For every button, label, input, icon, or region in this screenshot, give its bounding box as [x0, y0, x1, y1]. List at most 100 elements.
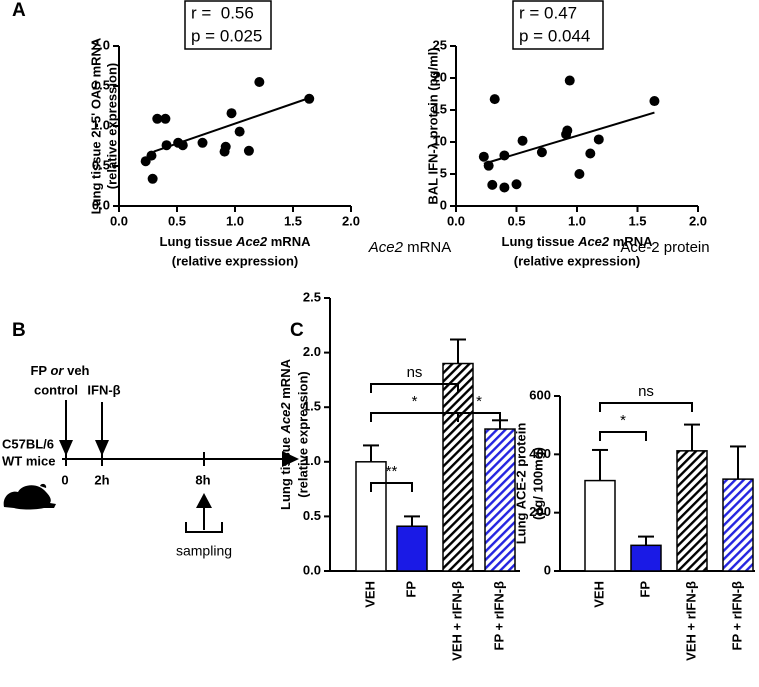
x-tick-label: VEH	[591, 581, 606, 608]
label-part: Ace2	[278, 402, 293, 435]
y-tick-label: 25	[433, 37, 447, 52]
label-part: veh	[63, 363, 89, 378]
point	[489, 94, 500, 105]
bar	[355, 461, 387, 572]
y-tick-label: 2.5	[303, 289, 321, 304]
timeline-label: FP or veh	[30, 363, 89, 378]
point	[220, 141, 231, 152]
point	[177, 140, 188, 151]
label-part: Ace2	[235, 234, 268, 249]
point	[147, 173, 158, 184]
point	[483, 160, 494, 171]
arrowhead	[196, 493, 212, 508]
panel-label: A	[12, 0, 26, 21]
label-part: mRNA	[278, 358, 293, 402]
x-tick-label: 0.5	[507, 213, 525, 228]
significance-bracket	[370, 383, 459, 393]
stats-text: r = 0.47	[519, 3, 577, 22]
y-tick-label: 2.0	[303, 344, 321, 359]
point	[152, 113, 163, 124]
time-label: 8h	[195, 472, 210, 487]
point	[487, 179, 498, 190]
significance-label: **	[386, 463, 398, 480]
y-tick-label: 15	[433, 101, 447, 116]
label-part: mRNA	[403, 239, 451, 256]
y-tick-label: 10	[433, 133, 447, 148]
point	[234, 126, 245, 137]
significance-bracket	[457, 412, 501, 422]
bar	[722, 478, 754, 572]
point	[585, 148, 596, 159]
point	[517, 135, 528, 146]
label-part: Lung tissue	[502, 234, 579, 249]
y-tick-label: 400	[529, 446, 551, 461]
bracket	[185, 522, 223, 533]
label-part: or	[50, 363, 64, 378]
mouse-icon	[3, 483, 57, 510]
chart-title: Ace-2 protein	[620, 239, 709, 256]
x-tick-label: FP	[637, 581, 652, 598]
bar	[630, 544, 662, 572]
stats-text: p = 0.025	[191, 26, 262, 45]
x-tick-label: FP + rIFN-β	[729, 581, 744, 651]
y-axis-label: (relative expression)	[295, 371, 310, 497]
timeline-label: WT mice	[2, 453, 55, 468]
panel-label: C	[290, 320, 304, 341]
label-part: mRNA	[267, 234, 311, 249]
y-axis-label: BAL IFN-λ protein (pg/ml)	[425, 47, 440, 204]
x-tick-label: 0.0	[447, 213, 465, 228]
timeline-label: C57BL/6	[2, 436, 54, 451]
x-axis-label: (relative expression)	[514, 253, 640, 268]
significance-label: ns	[407, 364, 423, 381]
y-tick-label: 1.0	[92, 117, 110, 132]
y-tick-label: 0.0	[92, 197, 110, 212]
x-axis-label: (relative expression)	[172, 253, 298, 268]
timeline-label: sampling	[176, 543, 232, 559]
timeline: FP or veh control IFN-β C57BL/6 WT mice …	[2, 363, 299, 559]
x-tick-label: 2.0	[342, 213, 360, 228]
point	[511, 179, 522, 190]
label-part: Lung tissue	[278, 433, 293, 510]
chart-title: Ace2 mRNA	[368, 239, 452, 256]
y-tick-label: 1.5	[303, 399, 321, 414]
x-tick-label: 0.0	[110, 213, 128, 228]
arrowhead	[59, 440, 73, 456]
point	[161, 140, 172, 151]
y-tick-label: 600	[529, 387, 551, 402]
point	[562, 125, 573, 136]
x-tick-label: VEH + rIFN-β	[683, 581, 698, 661]
y-tick-label: 5	[440, 165, 447, 180]
x-tick-label: 1.5	[284, 213, 302, 228]
point	[197, 137, 208, 148]
point	[478, 151, 489, 162]
label-part: FP	[30, 363, 50, 378]
x-tick-label: VEH	[362, 581, 377, 608]
y-tick-label: 2.0	[92, 37, 110, 52]
x-tick-label: 1.0	[226, 213, 244, 228]
x-tick-label: 2.0	[689, 213, 707, 228]
stats-text: p = 0.044	[519, 26, 590, 45]
x-tick-label: VEH + rIFN-β	[449, 581, 464, 661]
y-axis-label: Lung tissue 2'-5' OAS mRNA	[88, 37, 103, 214]
bar	[484, 428, 516, 572]
bar	[442, 362, 474, 572]
bar	[676, 450, 708, 572]
x-tick-label: 0.5	[168, 213, 186, 228]
time-label: 2h	[94, 472, 109, 487]
y-axis-label: Lung ACE-2 protein	[513, 423, 528, 545]
point	[574, 169, 585, 179]
significance-label: *	[412, 393, 418, 410]
y-axis-label: (pg/ 100mg)	[530, 447, 545, 520]
timeline-label: control	[34, 382, 78, 397]
x-tick-label: 1.5	[628, 213, 646, 228]
panel-label: B	[12, 320, 26, 341]
y-tick-label: 0	[544, 562, 551, 577]
point	[243, 145, 254, 156]
y-tick-label: 0.5	[303, 508, 321, 523]
y-tick-label: 0	[440, 197, 447, 212]
significance-bracket	[599, 431, 647, 441]
x-tick-label: FP	[403, 581, 418, 598]
stats-box	[184, 0, 272, 50]
point	[254, 77, 265, 87]
y-tick-label: 1.5	[92, 77, 110, 92]
